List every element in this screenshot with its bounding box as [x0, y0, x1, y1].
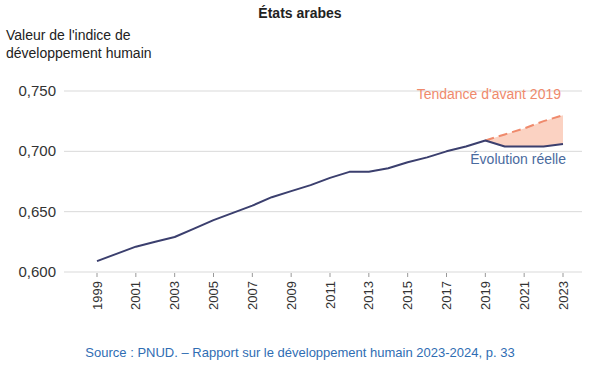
x-tick — [291, 273, 292, 277]
x-tick-label: 2001 — [128, 281, 143, 310]
x-tick — [252, 273, 253, 277]
y-axis-label: Valeur de l'indice de développement humai… — [6, 27, 152, 61]
x-tick — [524, 273, 525, 277]
gap-area — [485, 115, 563, 146]
x-tick — [407, 273, 408, 277]
plot-area — [97, 115, 563, 261]
x-tick-label: 2005 — [206, 281, 221, 310]
x-tick — [97, 273, 98, 277]
x-tick-label: 2017 — [439, 281, 454, 310]
x-tick — [174, 273, 175, 277]
grid-line — [64, 211, 582, 212]
x-tick — [446, 273, 447, 277]
x-tick — [213, 273, 214, 277]
x-tick-label: 2007 — [245, 281, 260, 310]
y-tick-label: 0,750 — [18, 82, 56, 99]
x-tick-label: 2019 — [478, 281, 493, 310]
x-tick-label: 2013 — [361, 281, 376, 310]
x-tick-label: 2003 — [167, 281, 182, 310]
x-tick-label: 2011 — [323, 281, 338, 309]
x-tick-label: 2021 — [517, 281, 532, 310]
title: États arabes — [258, 5, 341, 21]
y-axis-label-line: Valeur de l'indice de — [6, 27, 131, 43]
y-tick-label: 0,700 — [18, 142, 56, 159]
x-tick-label: 1999 — [90, 281, 105, 310]
series-label: Tendance d'avant 2019 — [417, 86, 562, 102]
grid-line — [64, 272, 582, 273]
y-axis-label-line: développement humain — [6, 45, 152, 61]
x-tick — [563, 273, 564, 277]
source: Source : PNUD. – Rapport sur le développ… — [85, 345, 514, 360]
x-tick-label: 2015 — [400, 281, 415, 310]
y-tick-label: 0,600 — [18, 263, 56, 280]
x-tick — [485, 273, 486, 277]
x-tick — [368, 273, 369, 277]
series-line — [485, 115, 563, 140]
x-tick-label: 2009 — [284, 281, 299, 310]
chart: États arabes Valeur de l'indice de dévelop… — [0, 0, 600, 372]
x-tick — [330, 273, 331, 277]
x-tick-label: 2023 — [556, 281, 571, 310]
series-label: Évolution réelle — [470, 151, 566, 167]
y-tick-label: 0,650 — [18, 203, 56, 220]
x-tick — [135, 273, 136, 277]
